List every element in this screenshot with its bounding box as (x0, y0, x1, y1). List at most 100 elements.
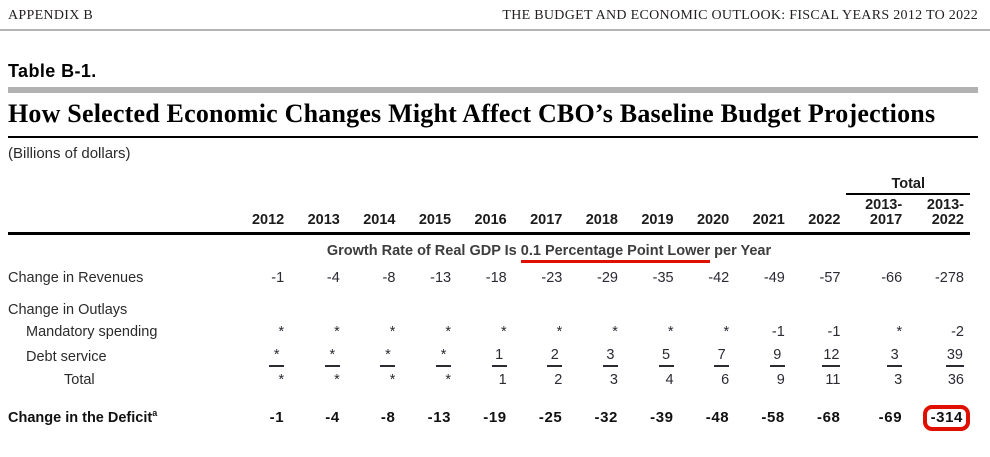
sum-underline: * (269, 347, 285, 368)
sum-underline: 5 (658, 347, 674, 368)
value-cell: -49 (763, 270, 785, 287)
value-cell: * (290, 343, 346, 370)
sum-underline: 9 (769, 347, 785, 368)
scenario-heading-row: Growth Rate of Real GDP Is 0.1 Percentag… (8, 234, 970, 264)
table-row: Total * * * * 1 2 3 4 6 9 11 3 36 (8, 370, 970, 391)
value-cell: * (334, 372, 340, 389)
value-cell: -1 (269, 409, 285, 427)
value-cell: * (235, 343, 291, 370)
table-row: Mandatory spending * * * * * * * * * -1 -1 * -2 (8, 320, 970, 343)
sum-underline: 3 (887, 347, 903, 368)
value-cell: -8 (380, 409, 396, 427)
value-cell: 3 (609, 372, 618, 389)
value-cell: -1 (771, 324, 785, 341)
value-cell: * (667, 324, 674, 341)
value-cell: 3 (894, 372, 903, 389)
units-label: (Billions of dollars) (8, 145, 131, 162)
value-cell: -4 (326, 270, 340, 287)
title-rule-bar (8, 87, 978, 93)
value-cell: -32 (594, 409, 618, 427)
row-label: Debt service (26, 349, 107, 366)
table-row: Change in Revenues -1 -4 -8 -13 -18 -23 -29 -35 -… (8, 262, 970, 298)
value-cell: 1 (498, 372, 507, 389)
value-cell: -39 (650, 409, 674, 427)
value-cell: * (334, 324, 340, 341)
footnote-marker: a (152, 408, 158, 419)
total-header-label: Total (846, 176, 970, 195)
year-column-header: 2014 (345, 194, 402, 236)
table-number-label: Table B-1. (8, 61, 97, 81)
value-cell: -1 (271, 270, 285, 287)
year-column-header: 2016 (457, 194, 513, 236)
year-column-header: 2019 (623, 194, 680, 236)
value-cell: 9 (776, 372, 785, 389)
row-label: Total (64, 372, 95, 389)
value-cell: * (723, 324, 730, 341)
total-column-header: 2013- 2017 (846, 194, 909, 236)
value-cell: -57 (819, 270, 841, 287)
value-cell: -314 (908, 391, 970, 432)
sum-underline: 12 (822, 347, 841, 368)
value-cell: -42 (708, 270, 730, 287)
table-body: Growth Rate of Real GDP Is 0.1 Percentag… (8, 234, 970, 432)
table-head: Total 2012 2013 2014 2015 2016 2017 2018 2019 202… (8, 176, 970, 236)
table-row: Change in Outlays (8, 298, 970, 320)
value-cell: * (389, 372, 396, 389)
value-cell: * (278, 324, 285, 341)
value-cell: -1 (827, 324, 841, 341)
value-cell: -25 (538, 409, 563, 427)
row-label-stub (8, 194, 235, 236)
value-cell: 9 (735, 343, 791, 370)
sum-underline: 2 (547, 347, 563, 368)
value-cell: 11 (825, 372, 841, 389)
value-cell: -18 (485, 270, 507, 287)
sum-underline: * (436, 347, 452, 368)
highlighted-value: -314 (922, 405, 970, 432)
year-column-header: 2020 (679, 194, 736, 236)
row-label: Change in the Deficita (8, 408, 158, 426)
scenario-heading-underlined: 0.1 Percentage Point Lower (520, 243, 711, 264)
total-column-header: 2013- 2022 (908, 194, 970, 236)
value-cell: * (612, 324, 618, 341)
value-cell: * (278, 372, 285, 389)
year-column-header: 2018 (568, 194, 624, 236)
value-cell: -35 (652, 270, 674, 287)
scenario-heading-text: Growth Rate of Real GDP Is (326, 243, 521, 260)
value-cell: 2 (513, 343, 569, 370)
value-cell: * (445, 372, 452, 389)
value-cell: -58 (761, 409, 785, 427)
row-label: Change in Outlays (8, 302, 128, 319)
value-cell: -278 (934, 270, 964, 287)
total-header-spacer (8, 176, 846, 194)
value-cell: * (556, 324, 563, 341)
sum-underline: * (380, 347, 396, 368)
appendix-label: APPENDIX B (8, 8, 94, 23)
value-cell: 5 (624, 343, 680, 370)
sum-underline: 1 (491, 347, 507, 368)
year-column-header: 2012 (234, 194, 291, 236)
value-cell: 1 (457, 343, 513, 370)
value-cell: -2 (951, 324, 964, 341)
value-cell: -13 (427, 409, 452, 427)
value-cell: -68 (816, 409, 841, 427)
value-cell: -48 (705, 409, 730, 427)
sum-underline: 3 (602, 347, 618, 368)
budget-table: Total 2012 2013 2014 2015 2016 2017 2018 2019 202… (8, 176, 970, 432)
value-cell: * (501, 324, 507, 341)
value-cell: * (346, 343, 402, 370)
year-column-header: 2022 (790, 194, 847, 236)
table-row: Change in the Deficita -1 -4 -8 -13 -19 -25 -32… (8, 391, 970, 432)
year-column-header: 2021 (735, 194, 791, 236)
value-cell: * (445, 324, 452, 341)
value-cell: 3 (846, 343, 908, 370)
value-cell: -8 (382, 270, 396, 287)
value-cell: -4 (325, 409, 340, 427)
value-cell: 7 (680, 343, 736, 370)
year-column-header: 2015 (401, 194, 458, 236)
value-cell: 6 (721, 372, 730, 389)
row-label: Change in Revenues (8, 270, 144, 287)
year-header-row: 2012 2013 2014 2015 2016 2017 2018 2019 2020 2021… (8, 194, 970, 236)
value-cell: * (896, 324, 903, 341)
value-cell: -19 (483, 409, 507, 427)
value-cell: -23 (541, 270, 563, 287)
